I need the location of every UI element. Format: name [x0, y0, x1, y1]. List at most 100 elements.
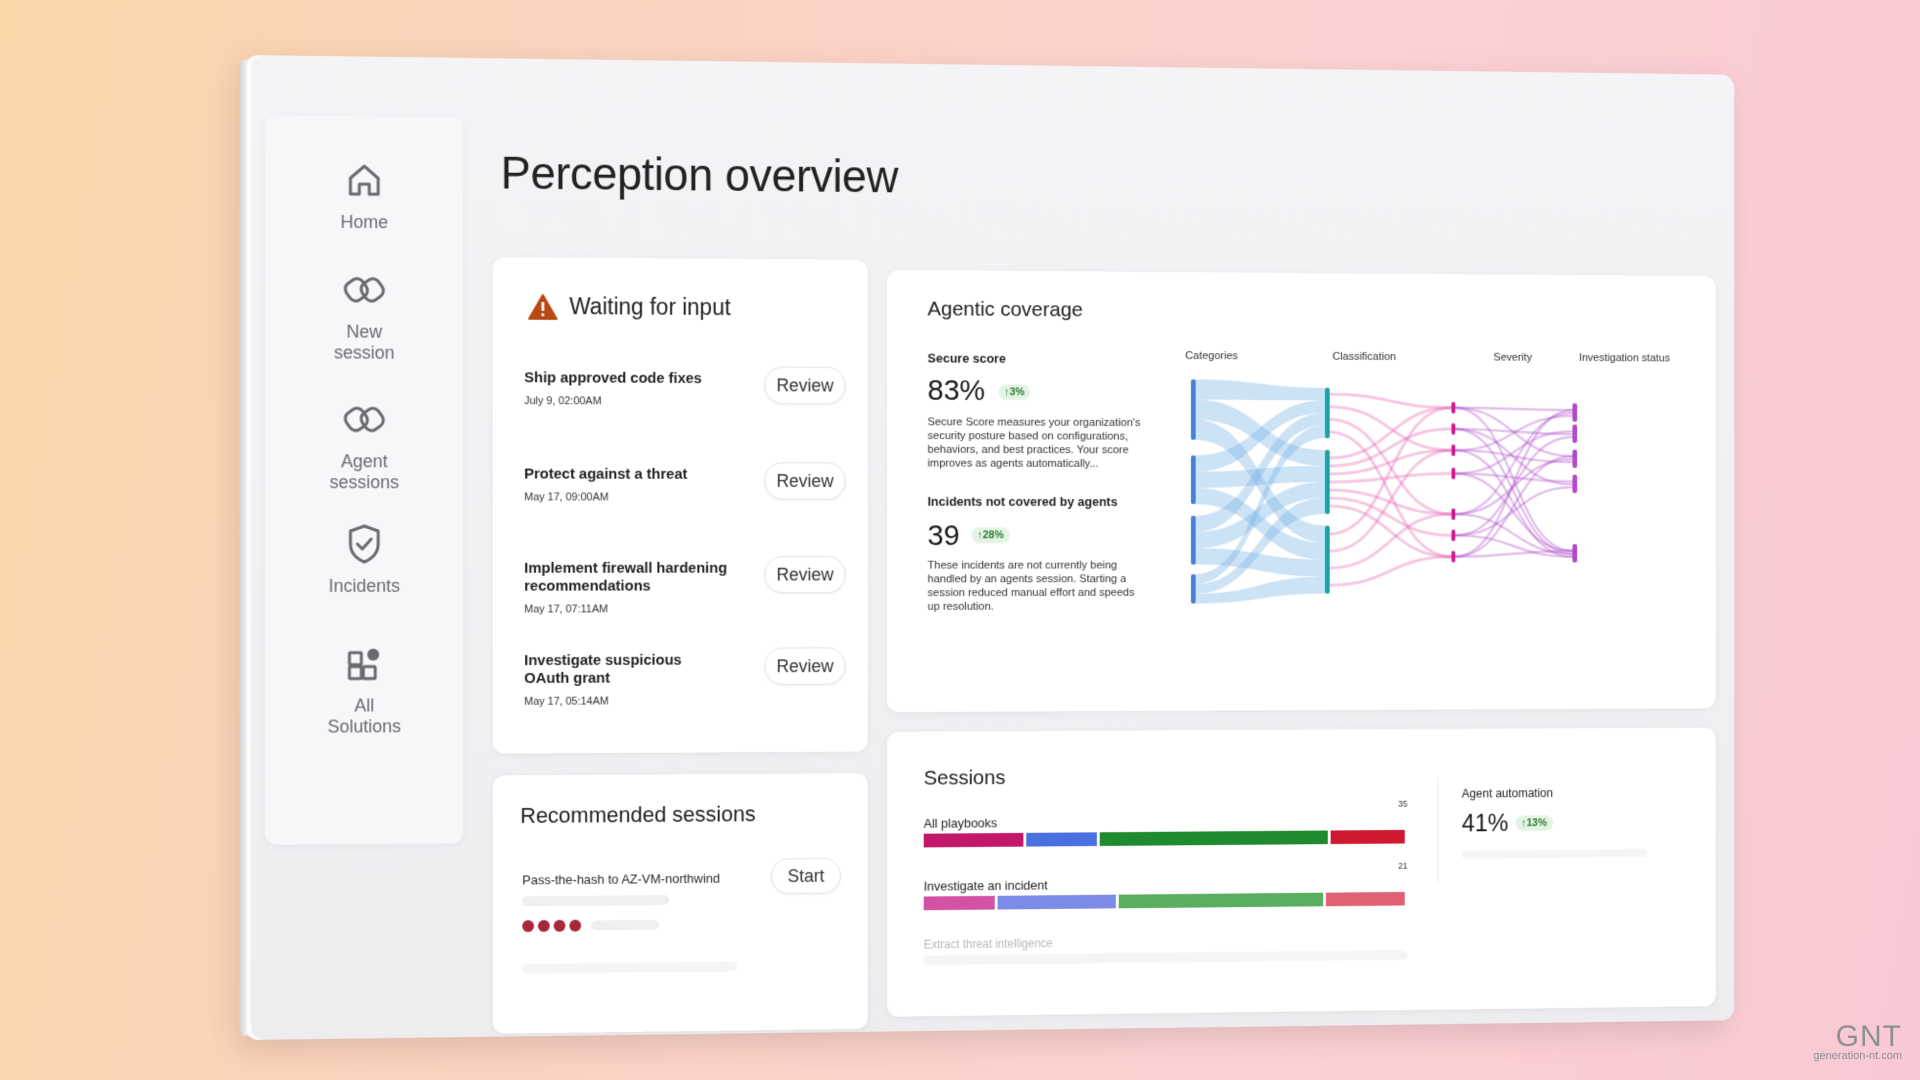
divider [1437, 777, 1438, 883]
item-name: Ship approved code fixes [524, 369, 729, 388]
sankey-link [1195, 379, 1325, 400]
item-name: Protect against a threat [524, 466, 729, 484]
skeleton-line [591, 920, 659, 931]
sankey-node-status [1572, 475, 1577, 493]
session-bar [924, 892, 1408, 910]
agent-automation-delta-badge: ↑13% [1516, 815, 1553, 831]
sankey-node-severity [1451, 423, 1455, 435]
item-name: Implement firewall hardening recommendat… [524, 560, 729, 596]
progress-dot [569, 920, 581, 932]
sankey-node-category [1191, 455, 1196, 504]
agent-automation-label: Agent automation [1462, 786, 1553, 800]
sidebar-item-new-session[interactable]: New session [265, 265, 463, 364]
session-bar-segment [1326, 892, 1405, 906]
skeleton-line [1462, 849, 1648, 858]
sankey-header-classification: Classification [1332, 351, 1396, 363]
app-window: Home New session Agent sessions Incident… [245, 55, 1734, 1040]
sankey-link [1329, 514, 1452, 568]
sidebar-item-label: Home [265, 211, 463, 234]
shield-check-icon [341, 520, 389, 568]
card-title: Waiting for input [569, 293, 730, 321]
review-button[interactable]: Review [764, 367, 845, 405]
card-title: Recommended sessions [520, 801, 755, 828]
sankey-link [1329, 394, 1452, 408]
progress-dot [522, 920, 534, 932]
session-row-label: Extract threat intelligence [924, 936, 1053, 951]
list-item: Ship approved code fixes July 9, 02:00AM… [524, 369, 845, 408]
sidebar-item-label: All Solutions [265, 695, 463, 738]
list-item: Protect against a threat May 17, 09:00AM… [524, 466, 845, 504]
sidebar-item-all-solutions[interactable]: All Solutions [265, 639, 463, 737]
start-button[interactable]: Start [771, 858, 841, 894]
sidebar-item-label: Agent sessions [265, 451, 463, 493]
item-date: May 17, 05:14AM [524, 695, 845, 708]
review-button[interactable]: Review [764, 556, 845, 593]
session-bar-segment [924, 833, 1024, 848]
secure-score-label: Secure score [928, 351, 1006, 366]
sankey-header-investigation-status: Investigation status [1579, 352, 1670, 364]
home-icon [341, 156, 389, 204]
sankey-node-severity [1451, 530, 1455, 542]
sankey-node-severity [1451, 402, 1455, 414]
session-bar-segment [924, 896, 995, 910]
sankey-node-status [1572, 425, 1577, 443]
recommended-sessions-card: Recommended sessions Pass-the-hash to AZ… [493, 773, 868, 1034]
recommended-item-label: Pass-the-hash to AZ-VM-northwind [522, 871, 720, 888]
sankey-header-categories: Categories [1185, 350, 1238, 362]
sankey-node-status [1572, 450, 1577, 468]
sidebar-item-home[interactable]: Home [265, 155, 463, 234]
card-title: Sessions [924, 766, 1006, 790]
agentic-coverage-card: Agentic coverage Secure score 83% ↑3% Se… [887, 270, 1716, 712]
incidents-value: 39 [928, 520, 960, 553]
progress-dot [554, 920, 566, 932]
apps-icon [341, 640, 389, 688]
sankey-node-classification [1325, 388, 1330, 439]
sidebar-item-label: New session [265, 321, 463, 364]
session-bar-segment [997, 895, 1116, 910]
sankey-node-category [1191, 516, 1196, 565]
session-bar-segment [1119, 893, 1324, 909]
sankey-node-category [1191, 574, 1196, 603]
agent-automation-value: 41% [1462, 810, 1509, 838]
list-item: Implement firewall hardening recommendat… [524, 560, 845, 616]
sankey-link [1454, 413, 1572, 515]
review-button[interactable]: Review [764, 462, 845, 500]
skeleton-line [522, 895, 669, 906]
sankey-node-classification [1325, 450, 1330, 514]
sankey-link [1454, 431, 1572, 474]
incidents-delta-badge: ↑28% [972, 527, 1010, 543]
sankey-diagram [1183, 379, 1688, 662]
review-button[interactable]: Review [764, 647, 845, 685]
sessions-card: Sessions All playbooks 35 Investigate an… [887, 728, 1716, 1017]
incidents-description: These incidents are not currently being … [928, 559, 1148, 614]
sankey-node-status [1572, 403, 1577, 421]
sidebar: Home New session Agent sessions Incident… [265, 115, 463, 845]
waiting-for-input-card: Waiting for input Ship approved code fix… [493, 257, 868, 754]
sankey-node-severity [1451, 444, 1455, 456]
watermark-site: generation-nt.com [1813, 1050, 1902, 1062]
page-title: Perception overview [501, 146, 899, 203]
session-row-label: All playbooks [924, 815, 998, 830]
sankey-node-severity [1451, 508, 1455, 520]
secure-score-description: Secure Score measures your organization'… [928, 415, 1148, 470]
incidents-label: Incidents not covered by agents [928, 494, 1118, 509]
progress-dot [538, 920, 550, 932]
session-bar-segment [1331, 830, 1405, 844]
sankey-header-severity: Severity [1493, 352, 1532, 364]
session-bar-segment [1099, 831, 1328, 846]
session-bar [924, 830, 1408, 848]
sidebar-item-label: Incidents [265, 576, 463, 597]
sankey-links [1195, 379, 1573, 603]
warning-icon [528, 293, 557, 321]
session-bar-segment [1026, 832, 1096, 846]
sankey-node-category [1191, 379, 1196, 439]
watermark-logo: GNT [1813, 1020, 1902, 1054]
secure-score-value: 83% [928, 374, 986, 408]
watermark: GNT generation-nt.com [1813, 1020, 1902, 1062]
item-date: May 17, 07:11AM [524, 603, 845, 615]
sessions-icon [341, 395, 389, 443]
sidebar-item-agent-sessions[interactable]: Agent sessions [265, 395, 463, 493]
sidebar-item-incidents[interactable]: Incidents [265, 520, 463, 597]
skeleton-line [522, 961, 737, 973]
